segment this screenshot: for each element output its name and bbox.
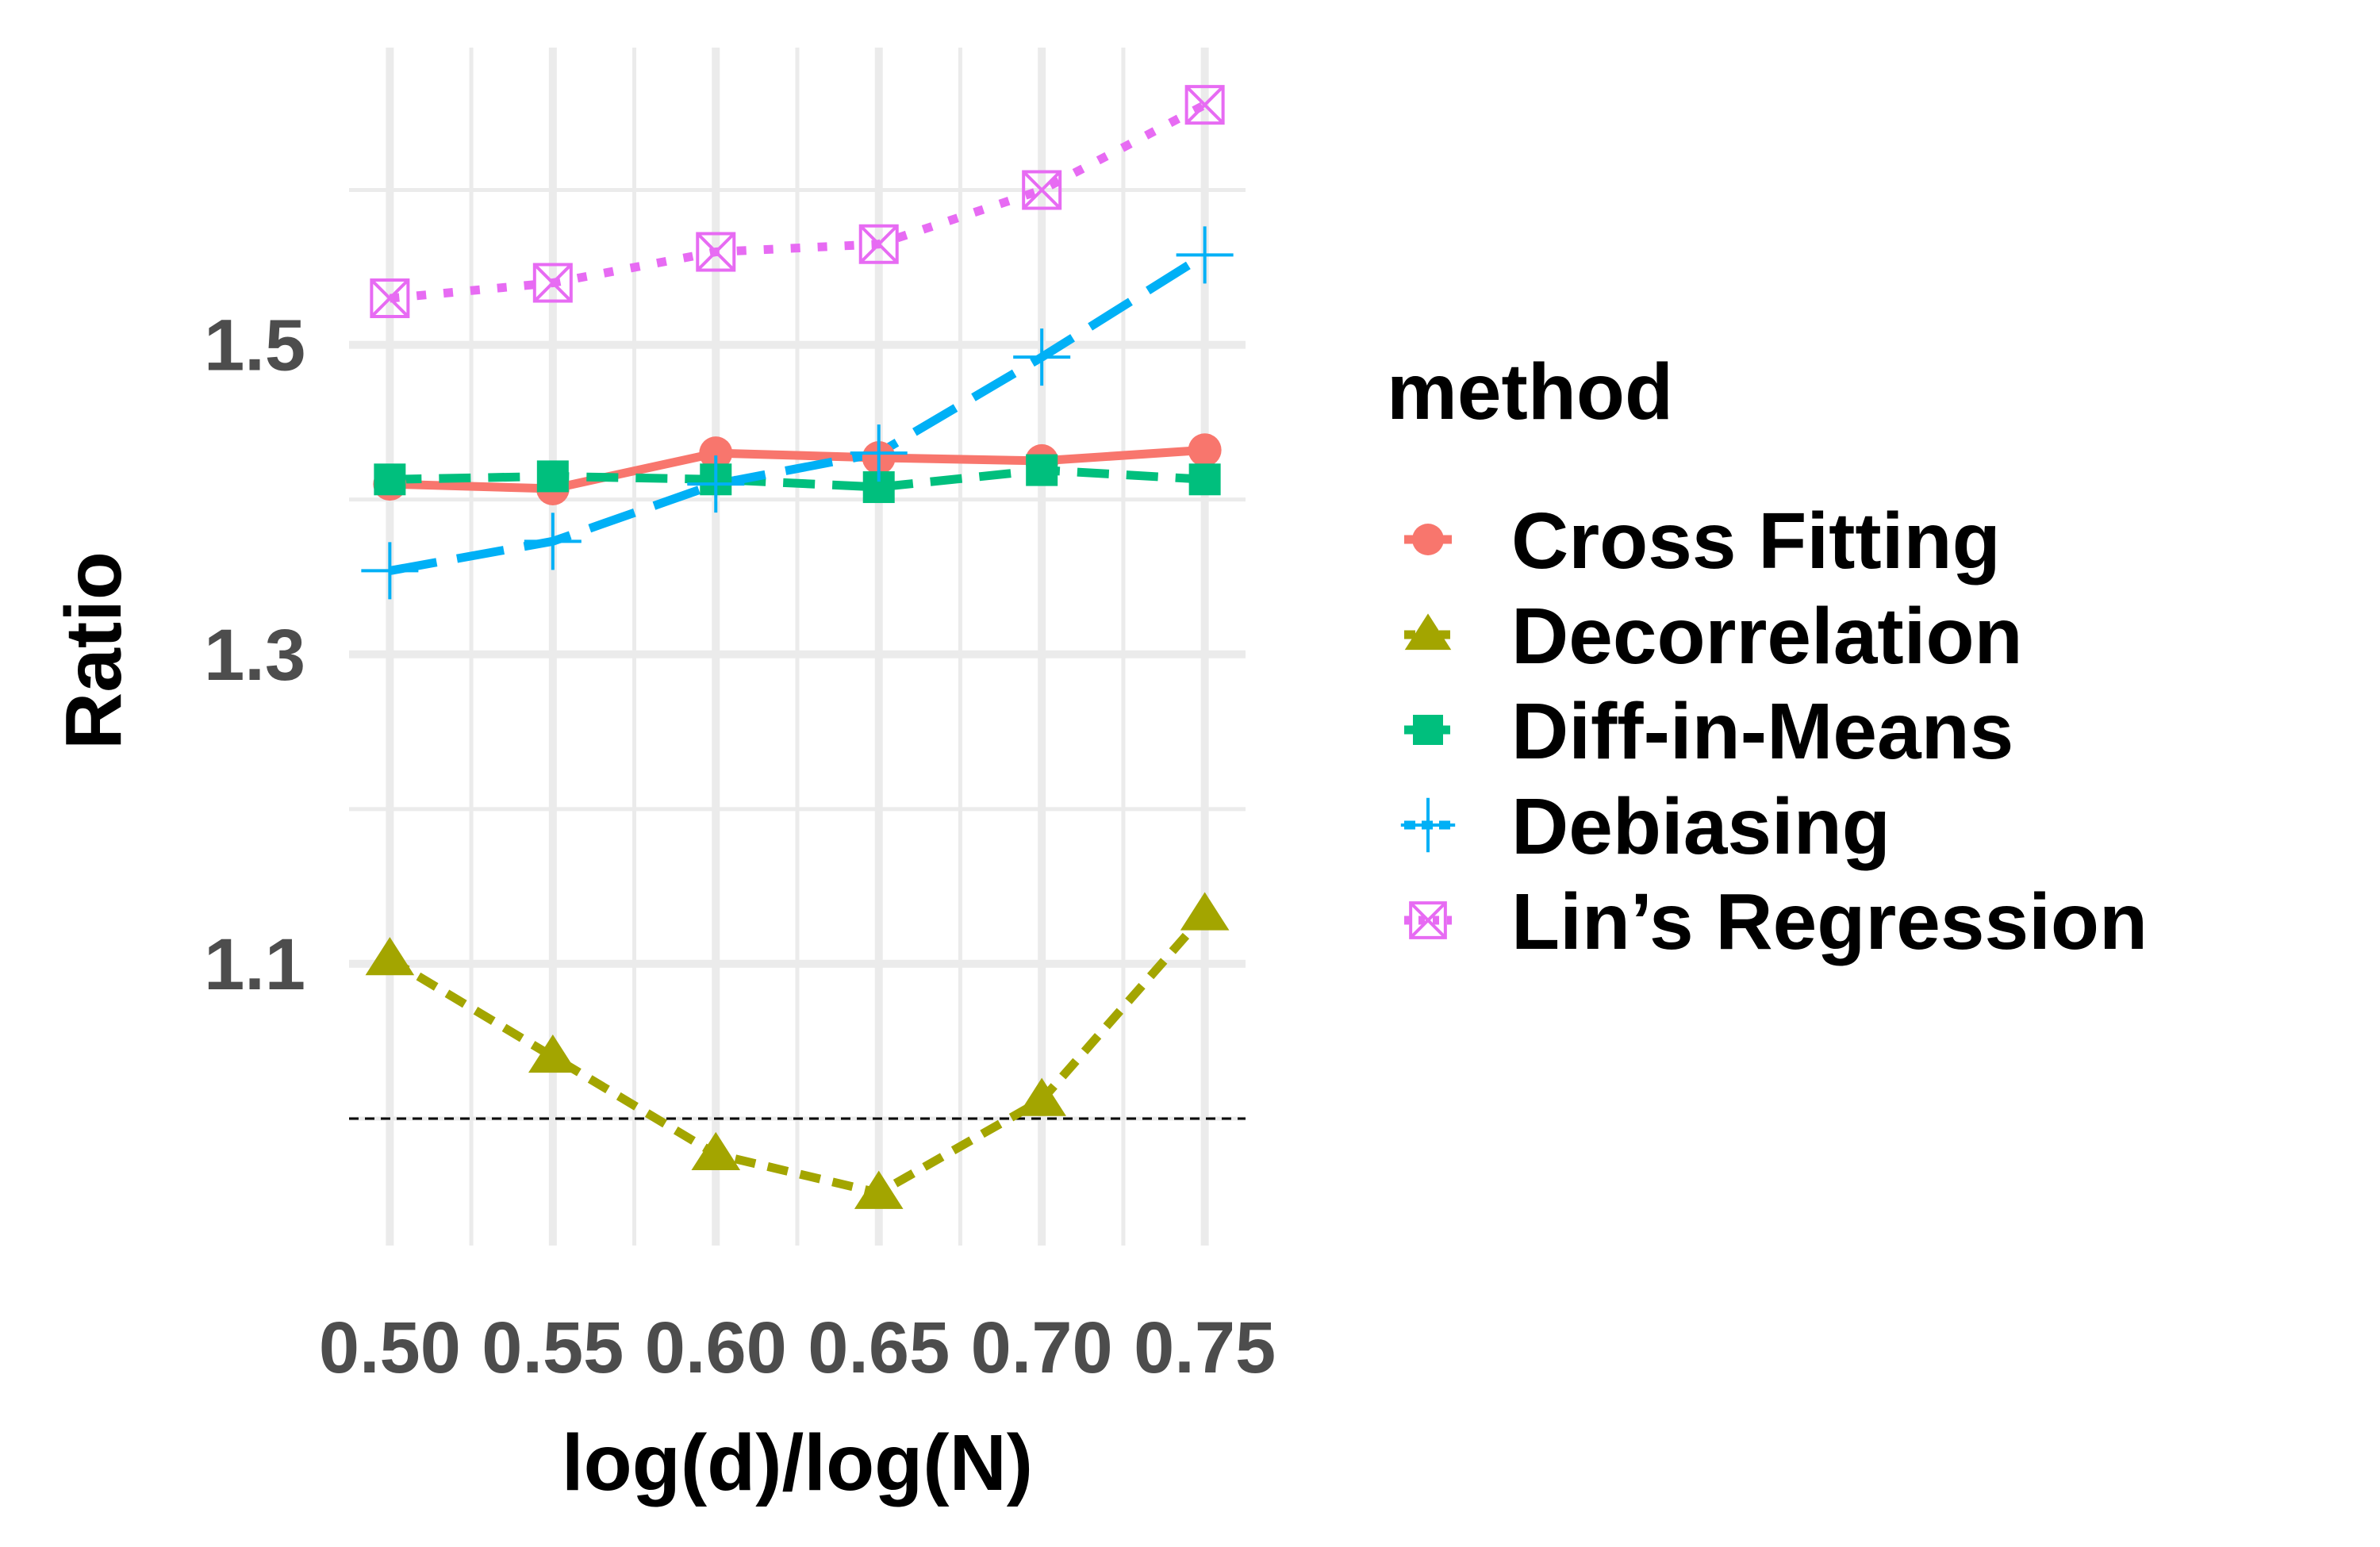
data-point [691, 1131, 741, 1171]
x-tick-label: 0.75 [1134, 1307, 1276, 1388]
x-tick-label: 0.60 [645, 1307, 787, 1388]
data-point [1413, 715, 1443, 745]
grid-major [349, 48, 1246, 1246]
data-point [696, 232, 736, 272]
data-point [850, 424, 908, 482]
series-points [361, 85, 1234, 1209]
data-point [1184, 85, 1225, 125]
y-tick-label: 1.1 [204, 924, 305, 1005]
x-axis-title: log(d)/log(N) [562, 1418, 1033, 1507]
data-point [1188, 463, 1221, 496]
legend-item: Cross Fitting [1404, 497, 2001, 585]
data-point [1013, 328, 1071, 386]
data-point [361, 542, 419, 600]
legend-label: Lin’s Regression [1511, 877, 2148, 966]
legend-label: Decorrelation [1511, 592, 2023, 681]
legend-label: Cross Fitting [1511, 497, 2001, 585]
data-point [1404, 613, 1452, 651]
x-tick-label: 0.70 [971, 1307, 1113, 1388]
x-tick-label: 0.65 [808, 1307, 950, 1388]
y-axis-title: Ratio [49, 551, 138, 750]
data-point [1412, 524, 1444, 555]
data-point [365, 937, 415, 976]
data-point [687, 455, 745, 513]
data-point [1022, 170, 1062, 210]
legend-items: Cross FittingDecorrelationDiff-in-MeansD… [1400, 497, 2148, 966]
legend-item: Lin’s Regression [1404, 877, 2148, 966]
y-tick-labels: 1.1 1.3 1.5 [204, 305, 305, 1005]
y-tick-label: 1.5 [204, 305, 305, 386]
series-line [389, 251, 1207, 575]
x-tick-label: 0.55 [482, 1307, 624, 1388]
x-tick-labels: 0.50 0.55 0.60 0.65 0.70 0.75 [319, 1307, 1276, 1388]
grid-minor [349, 48, 1246, 1246]
legend-item: Decorrelation [1404, 592, 2023, 681]
legend: method Cross FittingDecorrelationDiff-in… [1387, 347, 2148, 966]
legend-label: Debiasing [1511, 782, 1891, 871]
series-line [389, 101, 1207, 303]
data-point [524, 512, 582, 570]
data-point [1180, 892, 1230, 931]
data-point [374, 463, 406, 496]
data-point [528, 1034, 578, 1073]
series-line [390, 466, 1205, 492]
legend-title: method [1387, 347, 1673, 436]
legend-item: Diff-in-Means [1404, 687, 2013, 776]
data-point [699, 436, 733, 470]
y-tick-label: 1.3 [204, 615, 305, 696]
data-point [370, 278, 410, 319]
data-point [1176, 226, 1234, 284]
data-point [1188, 433, 1222, 467]
series-lines [387, 101, 1208, 1198]
data-point [854, 1170, 904, 1209]
data-point [1400, 797, 1456, 853]
x-tick-label: 0.50 [319, 1307, 461, 1388]
data-point [1017, 1077, 1066, 1116]
series-line [390, 445, 1206, 493]
data-point [532, 263, 573, 303]
data-point [1409, 901, 1447, 939]
data-point [536, 460, 569, 493]
legend-label: Diff-in-Means [1511, 687, 2013, 776]
data-point [858, 224, 899, 264]
series-line [387, 911, 1208, 1198]
data-point [1026, 454, 1058, 486]
legend-item: Debiasing [1400, 782, 1891, 871]
